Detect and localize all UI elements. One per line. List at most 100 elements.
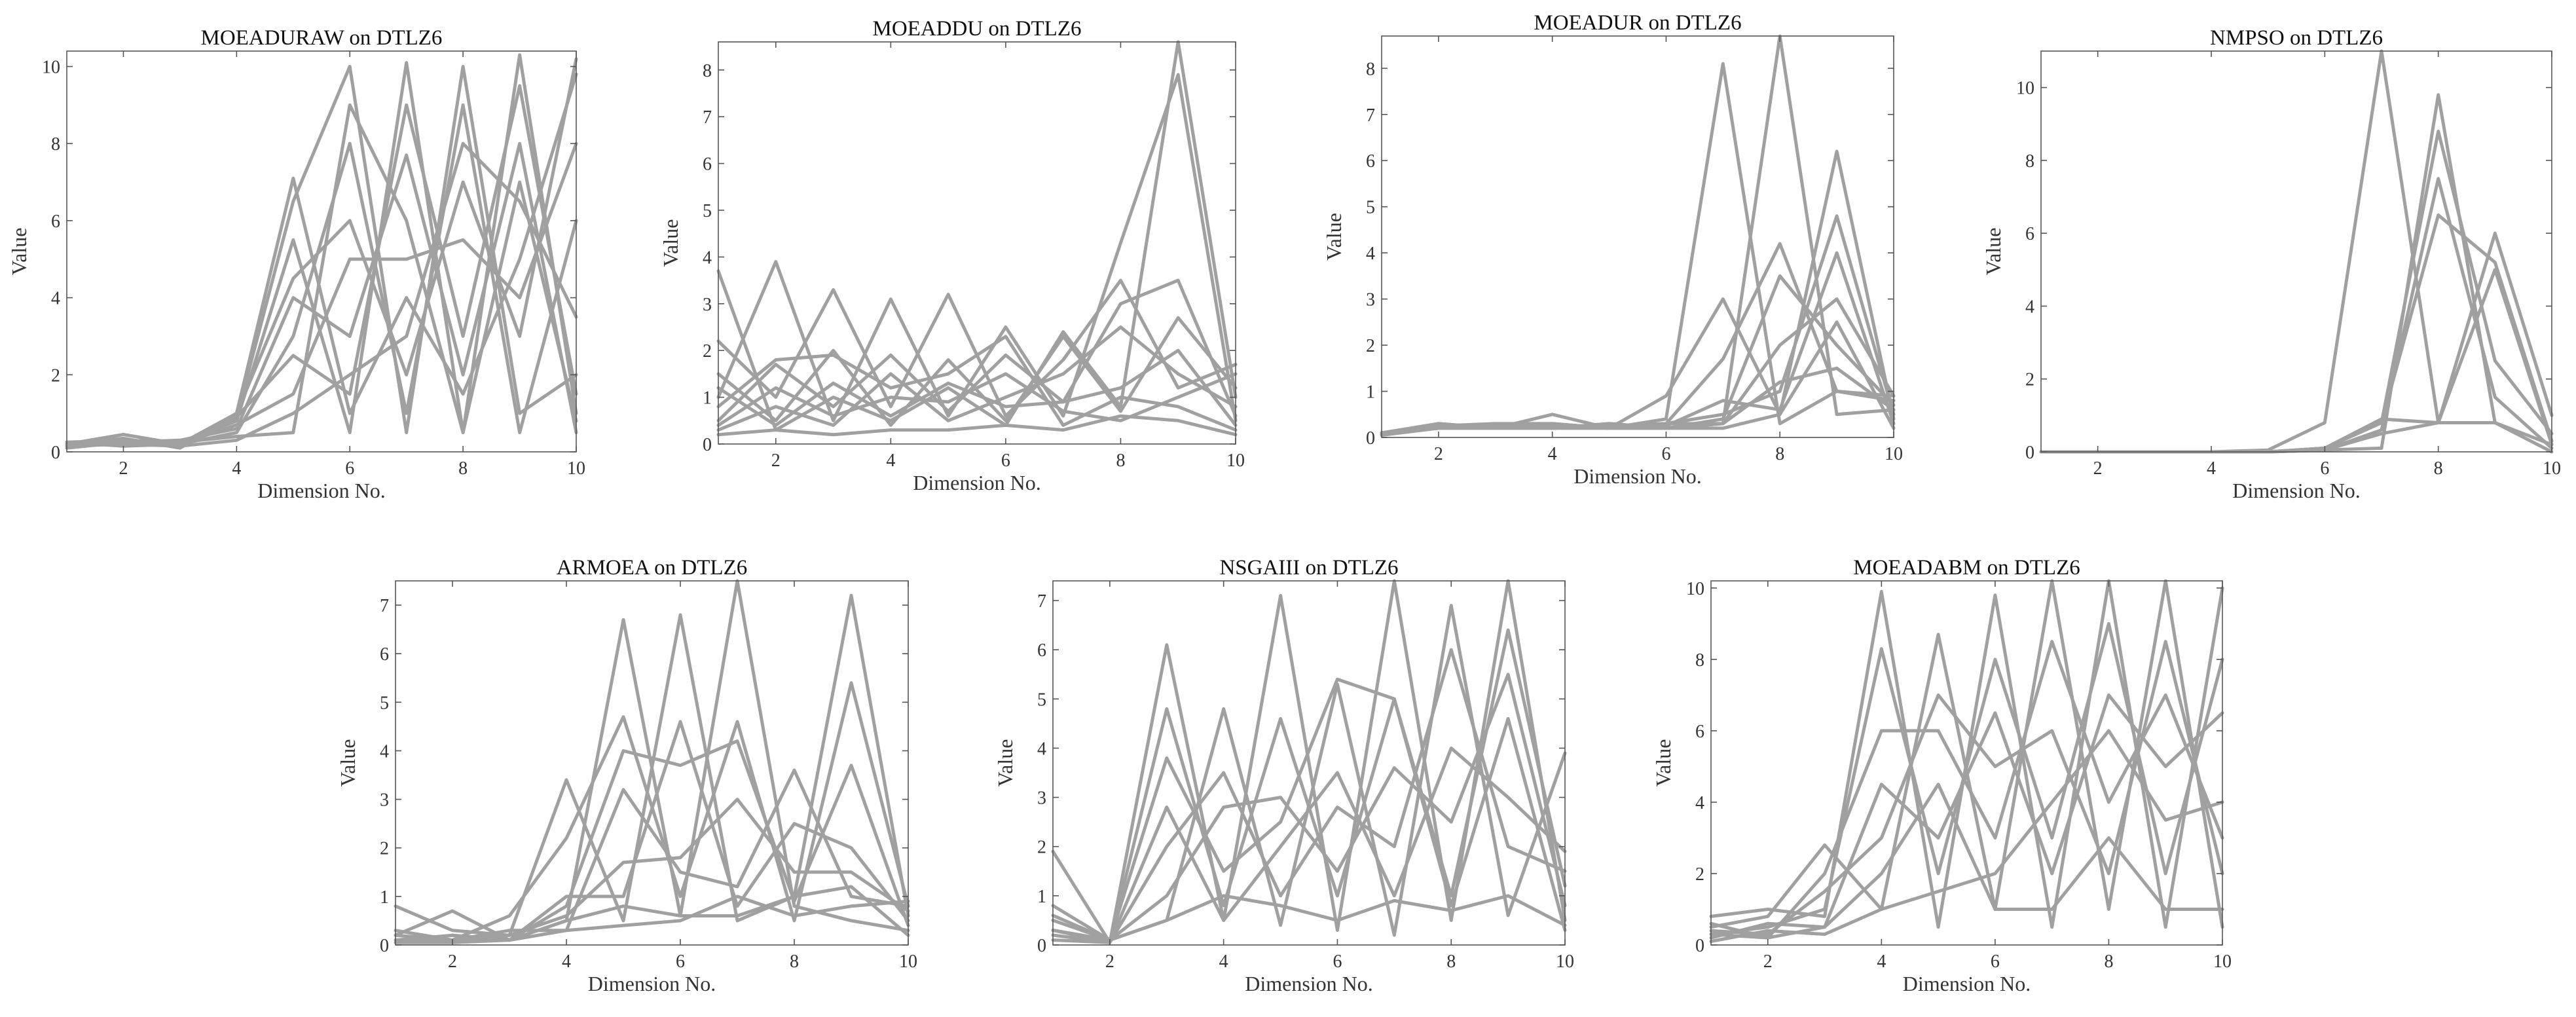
y-tick-label: 2 <box>1695 864 1704 885</box>
series-line-6 <box>716 335 1238 432</box>
plot-title: MOEADURAW on DTLZ6 <box>201 26 443 50</box>
axes-frame <box>395 580 909 946</box>
y-tick-label: 7 <box>380 596 389 616</box>
y-tick-label: 0 <box>2025 443 2034 463</box>
x-tick-label: 6 <box>2320 458 2329 479</box>
series-line-6 <box>1709 640 2224 936</box>
y-tick-label: 0 <box>51 443 60 463</box>
y-tick-label: 10 <box>42 58 60 78</box>
x-tick-label: 2 <box>1763 952 1773 972</box>
x-axis-label: Dimension No. <box>2232 479 2361 502</box>
axes-frame <box>1381 35 1894 438</box>
x-tick-label: 6 <box>1991 952 2000 972</box>
y-tick-label: 7 <box>703 107 712 128</box>
axes-frame <box>1052 580 1566 946</box>
y-axis-label: Value <box>7 228 31 276</box>
plot-title: ARMOEA on DTLZ6 <box>557 556 748 580</box>
plot-title: MOEADUR on DTLZ6 <box>1534 11 1741 35</box>
x-tick-label: 2 <box>448 952 457 972</box>
y-tick-label: 1 <box>1366 382 1375 403</box>
y-tick-label: 3 <box>380 790 389 811</box>
y-tick-label: 4 <box>380 741 389 762</box>
plot-panel-1: 2 4 6 8 10 0 2 4 6 8 10 MOEADURAW on DTLZ6 Dimension… <box>7 26 585 502</box>
y-tick-label: 5 <box>380 693 389 713</box>
y-tick-label: 4 <box>1366 244 1375 264</box>
x-tick-label: 4 <box>1219 952 1228 972</box>
x-tick-label: 6 <box>1661 444 1670 464</box>
y-tick-label: 6 <box>1366 151 1375 172</box>
y-tick-label: 4 <box>2025 297 2034 317</box>
y-tick-label: 6 <box>380 644 389 665</box>
x-tick-label: 8 <box>1775 444 1784 464</box>
y-tick-label: 3 <box>1037 788 1046 809</box>
x-tick-label: 8 <box>1446 952 1456 972</box>
series-line-7 <box>1051 747 1567 944</box>
series-line-9 <box>65 141 578 448</box>
y-tick-label: 1 <box>1037 887 1046 907</box>
series-line-7 <box>716 325 1238 432</box>
y-tick-label: 2 <box>1037 838 1046 858</box>
y-tick-label: 8 <box>1366 59 1375 79</box>
y-tick-label: 4 <box>1037 739 1046 759</box>
y-tick-label: 2 <box>2025 370 2034 390</box>
y-tick-label: 4 <box>703 248 712 268</box>
x-tick-label: 10 <box>899 952 917 972</box>
x-tick-label: 4 <box>886 451 895 471</box>
x-tick-label: 6 <box>345 458 354 479</box>
series-line-8 <box>1051 894 1567 942</box>
y-axis-label: Value <box>993 739 1017 787</box>
x-tick-label: 8 <box>790 952 799 972</box>
x-tick-label: 8 <box>1116 451 1125 471</box>
x-tick-label: 8 <box>2104 952 2113 972</box>
x-tick-label: 2 <box>771 451 781 471</box>
series-line-8 <box>716 348 1238 427</box>
series-line-2 <box>394 579 910 942</box>
series-line-4 <box>1051 677 1567 942</box>
x-tick-label: 10 <box>567 458 585 479</box>
x-tick-label: 4 <box>1548 444 1557 464</box>
y-tick-label: 4 <box>51 289 60 309</box>
x-tick-label: 2 <box>1105 952 1114 972</box>
y-tick-label: 8 <box>51 134 60 155</box>
y-tick-label: 5 <box>1366 198 1375 218</box>
x-tick-label: 4 <box>1877 952 1886 972</box>
x-axis-label: Dimension No. <box>1573 464 1702 488</box>
series-line-10 <box>65 103 578 444</box>
series-group <box>1380 34 1896 437</box>
y-tick-label: 0 <box>703 435 712 455</box>
y-tick-label: 0 <box>1037 936 1046 956</box>
x-axis-label: Dimension No. <box>1245 972 1373 995</box>
y-tick-label: 10 <box>1686 579 1704 599</box>
plot-panel-6: 2 4 6 8 10 0 1 2 3 4 5 6 7 NSGAIII on DTLZ6 Dimension … <box>993 556 1574 995</box>
y-tick-label: 7 <box>1037 591 1046 612</box>
x-tick-label: 10 <box>2213 952 2232 972</box>
x-tick-label: 6 <box>1333 952 1342 972</box>
x-axis-label: Dimension No. <box>588 972 716 995</box>
x-tick-label: 2 <box>1434 444 1443 464</box>
x-tick-label: 4 <box>562 952 571 972</box>
y-tick-label: 0 <box>1366 428 1375 449</box>
plot-panel-7: 2 4 6 8 10 0 2 4 6 8 10 MOEADABM on DTLZ6 Dimension … <box>1651 556 2232 995</box>
x-tick-label: 10 <box>1885 444 1903 464</box>
series-line-10 <box>1380 366 1896 437</box>
x-tick-label: 6 <box>676 952 685 972</box>
y-tick-label: 6 <box>703 155 712 175</box>
plot-panel-3: 2 4 6 8 10 0 1 2 3 4 5 6 7 8 MOEADUR on DTLZ6 Dimension… <box>1322 11 1903 488</box>
series-line-9 <box>716 372 1238 427</box>
series-group <box>65 53 578 450</box>
y-axis-label: Value <box>659 219 682 267</box>
y-axis-label: Value <box>336 739 359 787</box>
y-tick-label: 1 <box>703 388 712 409</box>
plot-title: NSGAIII on DTLZ6 <box>1219 556 1398 580</box>
x-tick-label: 4 <box>2207 458 2216 479</box>
y-axis-label: Value <box>1651 739 1675 787</box>
series-group <box>394 579 910 944</box>
y-tick-label: 2 <box>1366 336 1375 356</box>
y-tick-label: 8 <box>2025 151 2034 172</box>
y-tick-label: 2 <box>51 365 60 386</box>
series-group <box>716 40 1238 437</box>
y-tick-label: 10 <box>2016 79 2034 99</box>
series-group <box>1709 579 2224 943</box>
y-tick-label: 7 <box>1366 105 1375 126</box>
